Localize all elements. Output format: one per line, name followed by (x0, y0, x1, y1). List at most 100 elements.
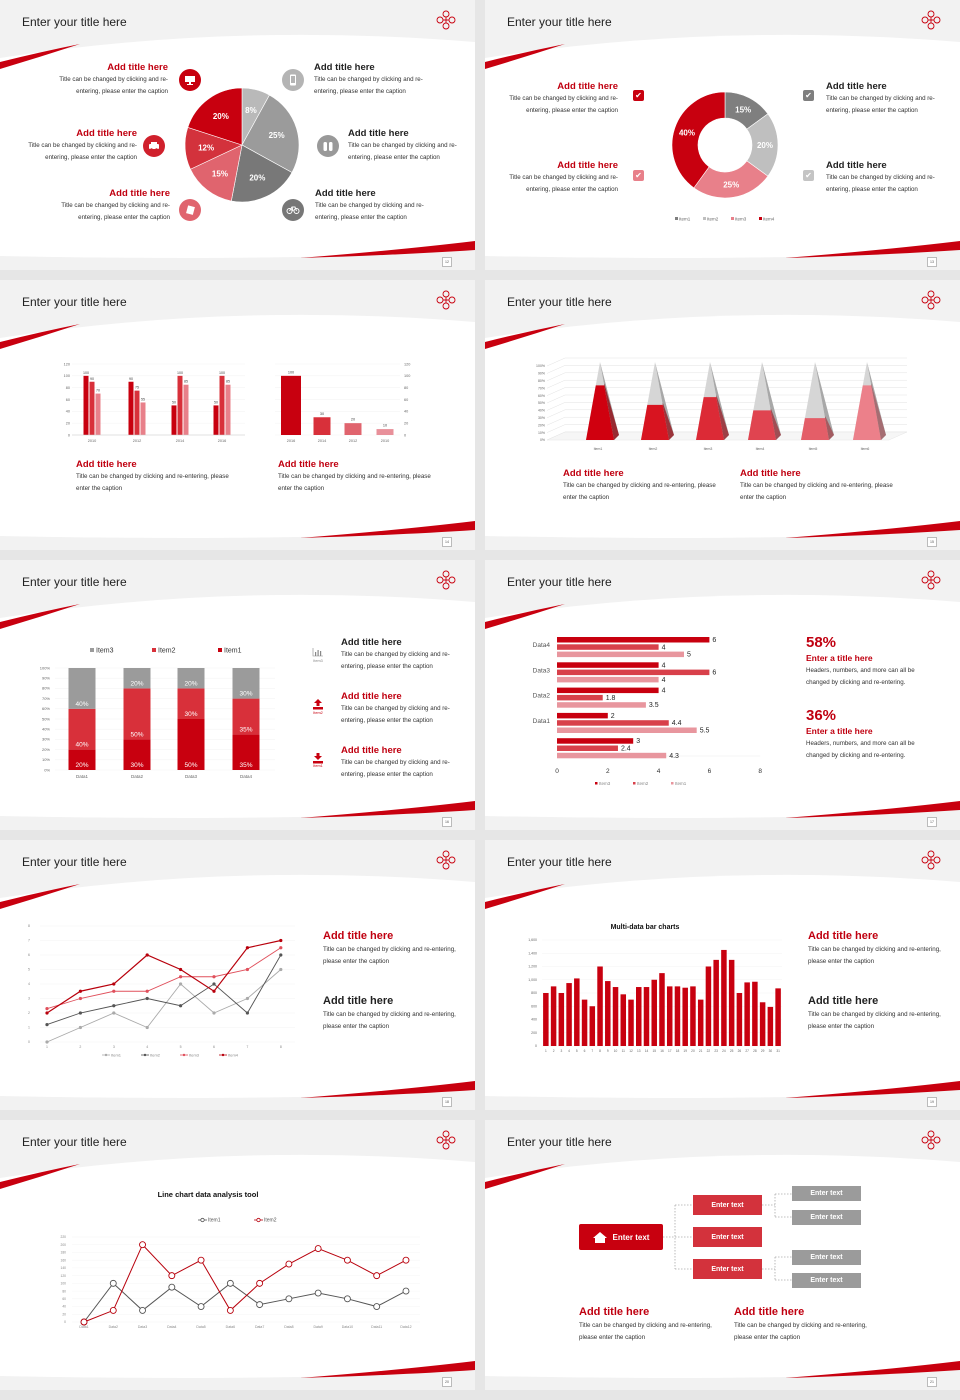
child-node[interactable]: Enter text (693, 1259, 762, 1279)
text-block[interactable]: Add title here Title can be changed by cl… (734, 1304, 869, 1344)
data-point (402, 1256, 410, 1264)
text-block[interactable]: Add title here Title can be changed by cl… (493, 159, 618, 196)
block-title: Add title here (557, 160, 618, 171)
block-title: Add title here (740, 468, 801, 479)
data-point (179, 982, 183, 986)
checkbox-icon[interactable]: ✔ (803, 170, 814, 181)
text-block[interactable]: Add title here Title can be changed by cl… (278, 458, 436, 495)
bar (557, 651, 684, 658)
checkbox-icon[interactable]: ✔ (633, 90, 644, 101)
slide-19[interactable]: Enter your title here Add title here Titl… (485, 840, 960, 1110)
y-tick-label: 20 (404, 421, 408, 425)
text-block[interactable]: Add title here Title can be changed by cl… (579, 1304, 714, 1344)
x-tick-label: Data10 (342, 1325, 353, 1329)
text-block[interactable]: Add title here Title can be changed by cl… (12, 127, 137, 164)
slide-title[interactable]: Enter your title here (22, 1135, 127, 1149)
data-label: 50 (214, 400, 218, 404)
text-block[interactable]: Add title here Title can be changed by cl… (76, 458, 234, 495)
pyramid-side-bar (770, 408, 781, 440)
red-swoosh (0, 1164, 80, 1189)
text-block[interactable]: Add title here Title can be changed by cl… (808, 928, 943, 968)
x-tick-label: Data1 (79, 1325, 88, 1329)
node-label: Enter text (810, 1190, 843, 1197)
x-tick-label: 2016 (287, 439, 295, 443)
data-point (45, 1040, 49, 1044)
node-label: Enter text (711, 1265, 744, 1273)
leaf-node[interactable]: Enter text (792, 1250, 861, 1265)
text-block[interactable]: Add title here Title can be changed by cl… (45, 187, 170, 224)
bar (171, 405, 177, 435)
leaf-node[interactable]: Enter text (792, 1273, 861, 1288)
slide-title[interactable]: Enter your title here (22, 575, 127, 589)
data-point (256, 1279, 264, 1287)
slide-16[interactable]: Enter your title here Add title here Titl… (0, 560, 475, 830)
slide-15[interactable]: Enter your title here Add title here Titl… (485, 280, 960, 550)
x-tick-label: 31 (776, 1049, 780, 1053)
x-tick-label: Item2 (649, 447, 658, 451)
data-point (226, 1279, 234, 1287)
text-block[interactable]: Add title here Title can be changed by cl… (323, 993, 458, 1033)
text-block[interactable]: Add title here Title can be changed by cl… (348, 127, 473, 164)
text-block[interactable]: Add title here Title can be changed by cl… (493, 80, 618, 117)
block-title: Add title here (826, 160, 887, 171)
data-label: 4 (662, 688, 666, 695)
text-block[interactable]: Add title here Title can be changed by cl… (563, 467, 721, 504)
slide-title[interactable]: Enter your title here (22, 295, 127, 309)
slide-title[interactable]: Enter your title here (22, 15, 127, 29)
block-caption: Title can be changed by clicking and re-… (314, 76, 423, 95)
root-node[interactable]: Enter text (579, 1224, 663, 1250)
text-block[interactable]: Add title here Title can be changed by cl… (314, 61, 439, 98)
leaf-node[interactable]: Enter text (792, 1186, 861, 1201)
slide-14[interactable]: Enter your title here Add title here Titl… (0, 280, 475, 550)
pyramid-bar (748, 410, 776, 440)
data-label: 70 (96, 389, 100, 393)
x-tick-label: Data3 (185, 774, 198, 779)
slide-13[interactable]: Enter your title here Add title here Titl… (485, 0, 960, 270)
text-block[interactable]: Add title here Title can be changed by cl… (43, 61, 168, 98)
slide-title[interactable]: Enter your title here (507, 1135, 612, 1149)
y-tick-label: 100 (60, 1282, 66, 1286)
checkbox-icon[interactable]: ✔ (803, 90, 814, 101)
y-tick-label: 8 (28, 924, 30, 928)
slide-title[interactable]: Enter your title here (507, 15, 612, 29)
slide-title[interactable]: Enter your title here (507, 855, 612, 869)
slide-21[interactable]: Enter your title here Enter text Enter t… (485, 1120, 960, 1390)
data-point (197, 1256, 205, 1264)
text-block[interactable]: Add title here Title can be changed by cl… (323, 928, 458, 968)
text-block[interactable]: Add title here Title can be changed by cl… (341, 690, 466, 727)
text-block[interactable]: Add title here Title can be changed by cl… (826, 159, 951, 196)
logo-petal (927, 1142, 935, 1150)
text-block[interactable]: Add title here Title can be changed by cl… (740, 467, 898, 504)
text-block[interactable]: Add title here Title can be changed by cl… (341, 636, 466, 673)
child-node[interactable]: Enter text (693, 1195, 762, 1215)
checkbox-icon[interactable]: ✔ (633, 170, 644, 181)
stacked-segment (177, 688, 205, 719)
slide-18[interactable]: Enter your title here Add title here Titl… (0, 840, 475, 1110)
y-tick-label: 0 (535, 1044, 537, 1048)
block-caption: Title can be changed by clicking and re-… (341, 705, 450, 724)
slide-title[interactable]: Enter your title here (22, 855, 127, 869)
bar (376, 429, 394, 435)
text-block[interactable]: Add title here Title can be changed by cl… (826, 80, 951, 117)
bar (728, 959, 735, 1046)
leaf-node[interactable]: Enter text (792, 1210, 861, 1225)
slide-17[interactable]: Enter your title here 58% Enter a title … (485, 560, 960, 830)
slide-12[interactable]: Enter your title here Add title here Titl… (0, 0, 475, 270)
slide-title[interactable]: Enter your title here (507, 575, 612, 589)
x-tick-label: Item4 (756, 447, 765, 451)
data-point (373, 1303, 381, 1310)
text-block[interactable]: Add title here Title can be changed by cl… (808, 993, 943, 1033)
content-area (485, 594, 960, 818)
text-block[interactable]: Add title here Title can be changed by cl… (315, 187, 440, 224)
slice-label: 40% (679, 129, 695, 138)
child-node[interactable]: Enter text (693, 1227, 762, 1247)
y-tick-label: 1 (28, 1026, 30, 1030)
x-tick-label: 6 (584, 1049, 586, 1053)
slide-title[interactable]: Enter your title here (507, 295, 612, 309)
pyramid-bar (853, 385, 881, 440)
text-block[interactable]: Add title here Title can be changed by cl… (341, 744, 466, 781)
x-tick-label: 11 (622, 1049, 626, 1053)
data-label: 1.8 (606, 695, 616, 702)
slide-20[interactable]: Enter your title here 20 Line chart data… (0, 1120, 475, 1390)
data-point (168, 1283, 176, 1291)
